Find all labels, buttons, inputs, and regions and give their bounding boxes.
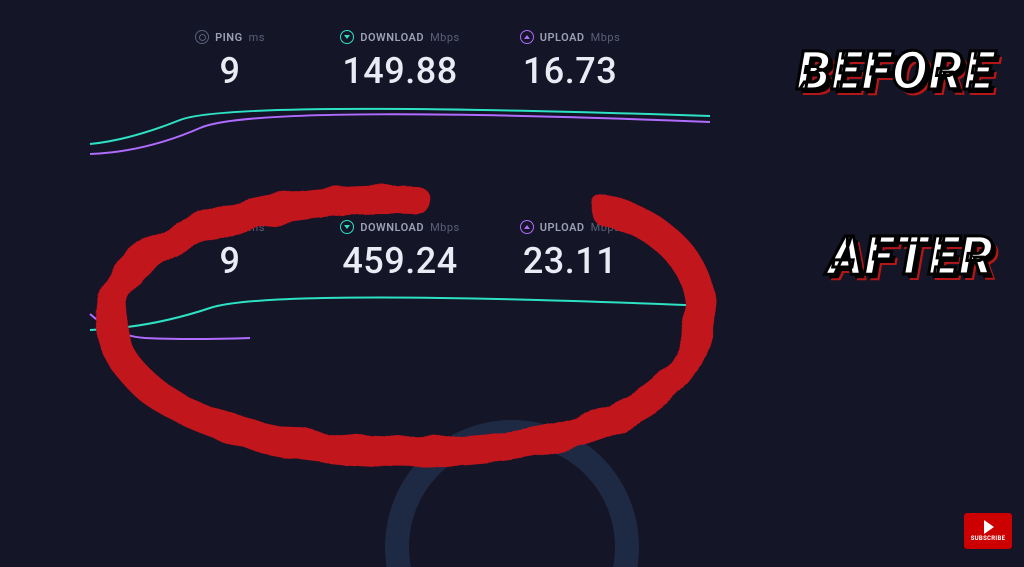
before-heading: BEFORE bbox=[797, 40, 994, 103]
upload-icon bbox=[520, 220, 534, 234]
download-value: 149.88 bbox=[340, 50, 460, 92]
upload-unit: Mbps bbox=[591, 31, 621, 44]
play-icon bbox=[984, 520, 994, 534]
upload-unit: Mbps bbox=[591, 221, 621, 234]
download-unit: Mbps bbox=[430, 221, 460, 234]
download-label: DOWNLOAD bbox=[360, 31, 424, 44]
ping-label: PING bbox=[215, 221, 243, 234]
upload-trace bbox=[90, 114, 710, 154]
metric-upload: UPLOAD Mbps 23.11 bbox=[510, 220, 630, 282]
download-label: DOWNLOAD bbox=[360, 221, 424, 234]
ping-label: PING bbox=[215, 31, 243, 44]
subscribe-label: SUBSCRIBE bbox=[971, 535, 1006, 542]
after-heading: AFTER bbox=[828, 225, 994, 288]
ping-value: 9 bbox=[170, 50, 290, 92]
ping-value: 9 bbox=[170, 240, 290, 282]
ping-unit: ms bbox=[249, 221, 265, 234]
download-icon bbox=[340, 220, 354, 234]
speed-graph-before bbox=[90, 110, 710, 160]
upload-label: UPLOAD bbox=[540, 221, 585, 234]
speedtest-panel-before: PING ms 9 DOWNLOAD Mbps 149.88 UPLOAD Mb… bbox=[90, 30, 710, 160]
metric-ping: PING ms 9 bbox=[170, 220, 290, 282]
upload-value: 23.11 bbox=[510, 240, 630, 282]
upload-value: 16.73 bbox=[510, 50, 630, 92]
ping-unit: ms bbox=[249, 31, 265, 44]
gauge-ring bbox=[372, 407, 652, 567]
subscribe-button[interactable]: SUBSCRIBE bbox=[964, 513, 1012, 549]
speedtest-panel-after: PING ms 9 DOWNLOAD Mbps 459.24 UPLOAD Mb… bbox=[90, 220, 710, 350]
download-trace bbox=[90, 297, 710, 330]
upload-trace bbox=[90, 314, 250, 339]
metric-ping: PING ms 9 bbox=[170, 30, 290, 92]
metric-upload: UPLOAD Mbps 16.73 bbox=[510, 30, 630, 92]
speed-graph-after bbox=[90, 300, 710, 350]
ping-icon bbox=[195, 220, 209, 234]
ping-icon bbox=[195, 30, 209, 44]
upload-icon bbox=[520, 30, 534, 44]
metrics-row: PING ms 9 DOWNLOAD Mbps 149.88 UPLOAD Mb… bbox=[90, 30, 710, 92]
download-value: 459.24 bbox=[340, 240, 460, 282]
download-unit: Mbps bbox=[430, 31, 460, 44]
metrics-row: PING ms 9 DOWNLOAD Mbps 459.24 UPLOAD Mb… bbox=[90, 220, 710, 282]
upload-label: UPLOAD bbox=[540, 31, 585, 44]
download-icon bbox=[340, 30, 354, 44]
metric-download: DOWNLOAD Mbps 459.24 bbox=[340, 220, 460, 282]
metric-download: DOWNLOAD Mbps 149.88 bbox=[340, 30, 460, 92]
